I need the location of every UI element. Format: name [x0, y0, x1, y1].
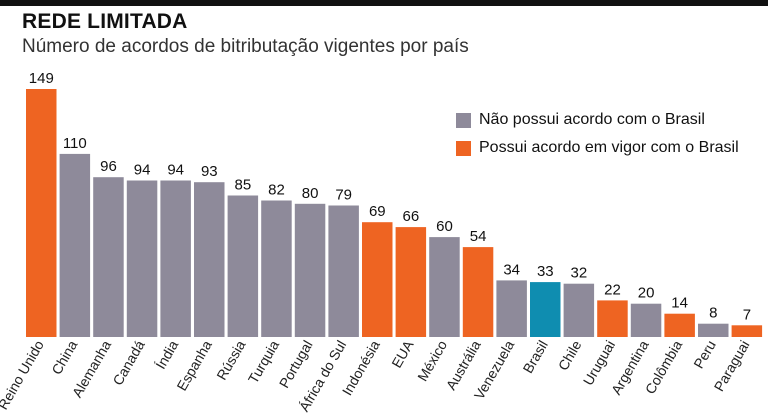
value-label-india: 94: [167, 162, 184, 179]
value-label-argentina: 20: [638, 285, 655, 302]
value-label-china: 110: [63, 135, 87, 152]
category-label-russia: Rússia: [213, 337, 248, 382]
value-label-espanha: 93: [201, 163, 218, 180]
category-label-peru: Peru: [690, 338, 719, 372]
bar-china: [59, 153, 91, 337]
value-label-mexico: 60: [436, 218, 453, 235]
bar-india: [160, 180, 191, 337]
value-label-uruguai: 22: [604, 281, 621, 298]
bar-turquia: [261, 200, 292, 337]
value-label-portugal: 80: [302, 185, 319, 202]
chart-title: REDE LIMITADA: [22, 10, 188, 33]
value-label-peru: 8: [709, 305, 717, 322]
value-label-reino-unido: 149: [29, 70, 54, 87]
bar-espanha: [194, 182, 225, 337]
bar-indonesia: [362, 222, 393, 337]
bar-portugal: [294, 203, 326, 337]
category-label-mexico: México: [414, 337, 450, 384]
bar-africa-do-sul: [328, 205, 359, 337]
bar-brasil: [530, 282, 561, 337]
chart-subtitle: Número de acordos de bitributação vigent…: [22, 36, 469, 57]
bar-reino-unido: [26, 89, 57, 337]
value-label-indonesia: 69: [369, 203, 386, 220]
value-label-canada: 94: [134, 162, 151, 179]
legend-item-no-agreement: Não possui acordo com o Brasil: [456, 108, 739, 132]
bar-chile: [563, 283, 595, 337]
value-label-chile: 32: [571, 265, 588, 282]
category-label-reino-unido: Reino Unido: [0, 337, 47, 412]
value-label-paraguai: 7: [743, 306, 751, 323]
category-label-canada: Canadá: [109, 337, 147, 388]
bar-peru: [698, 323, 729, 337]
category-label-brasil: Brasil: [520, 338, 551, 376]
bar-alemanha: [93, 177, 124, 337]
value-label-venezuela: 34: [503, 261, 520, 278]
legend-label-agreement: Possui acordo em vigor com o Brasil: [479, 139, 739, 156]
bar-uruguai: [597, 300, 628, 337]
bar-argentina: [630, 303, 662, 337]
bar-canada: [126, 180, 158, 337]
value-label-africa-do-sul: 79: [335, 187, 352, 204]
bar-eua: [395, 227, 427, 337]
legend-item-agreement: Possui acordo em vigor com o Brasil: [456, 136, 739, 160]
bar-australia: [462, 247, 494, 337]
category-label-china: China: [48, 337, 80, 377]
top-rule: [0, 0, 768, 6]
value-label-turquia: 82: [268, 182, 285, 199]
value-label-alemanha: 96: [100, 158, 117, 175]
legend: Não possui acordo com o Brasil Possui ac…: [456, 108, 739, 164]
value-label-australia: 54: [470, 228, 487, 245]
value-label-brasil: 33: [537, 263, 554, 280]
legend-swatch-no-agreement: [456, 112, 471, 128]
value-label-russia: 85: [235, 177, 252, 194]
category-label-turquia: Turquia: [245, 337, 282, 386]
category-label-eua: EUA: [388, 337, 417, 371]
legend-label-no-agreement: Não possui acordo com o Brasil: [479, 111, 705, 128]
legend-swatch-agreement: [456, 140, 471, 156]
category-label-chile: Chile: [555, 337, 585, 373]
bar-russia: [227, 195, 259, 337]
bar-venezuela: [496, 280, 527, 337]
category-label-india: Índia: [152, 337, 181, 371]
bar-colombia: [664, 313, 695, 337]
value-label-colombia: 14: [671, 295, 688, 312]
value-label-eua: 66: [403, 208, 420, 225]
bar-mexico: [429, 237, 460, 337]
bar-paraguai: [731, 325, 763, 337]
